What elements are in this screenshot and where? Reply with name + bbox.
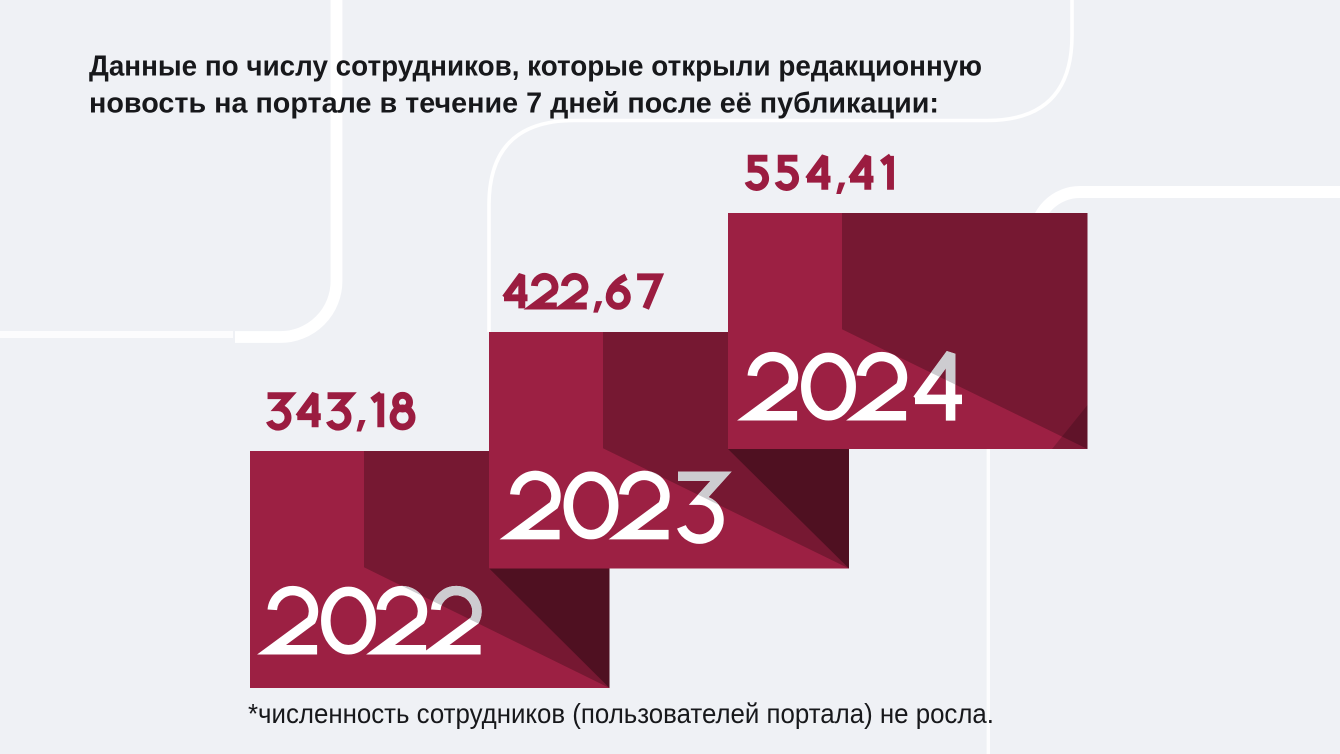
svg-text:*численность сотрудников (поль: *численность сотрудников (пользователей …: [248, 698, 994, 729]
svg-text:новость на портале в течение 7: новость на портале в течение 7 дней посл…: [89, 86, 939, 118]
svg-text:Данные по числу сотрудников, к: Данные по числу сотрудников, которые отк…: [89, 50, 982, 82]
